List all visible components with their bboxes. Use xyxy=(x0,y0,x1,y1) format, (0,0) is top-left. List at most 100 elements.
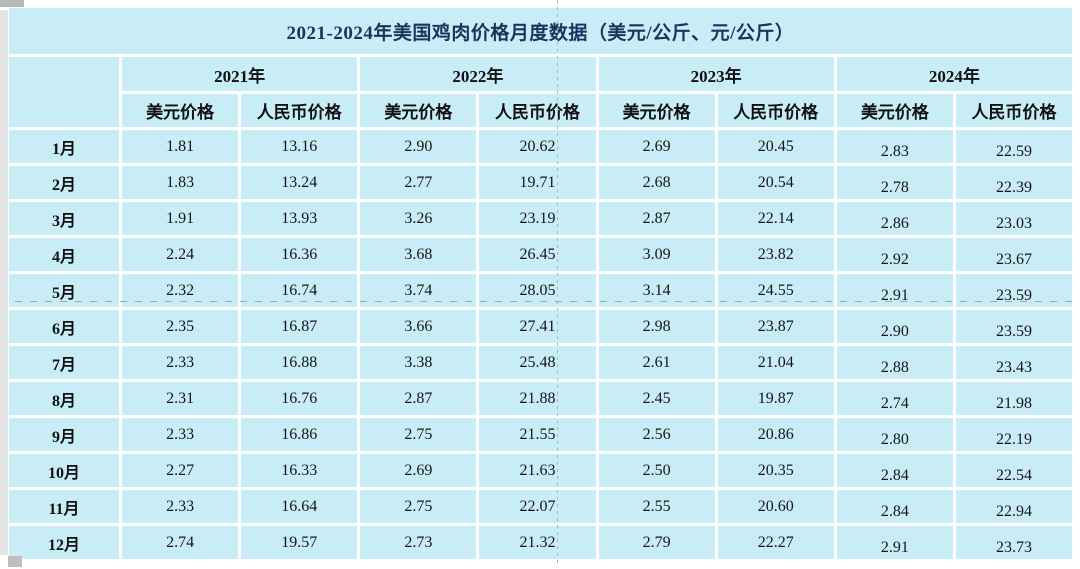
price-cell-rmb-2023[interactable]: 20.45 xyxy=(717,130,834,163)
price-cell-usd-2023[interactable]: 2.87 xyxy=(598,202,715,235)
price-cell-rmb-2022[interactable]: 27.41 xyxy=(479,310,596,343)
price-cell-usd-2021[interactable]: 2.33 xyxy=(122,490,239,523)
price-cell-rmb-2024[interactable]: 23.03 xyxy=(955,202,1072,235)
price-cell-usd-2021[interactable]: 2.74 xyxy=(122,526,239,559)
price-cell-usd-2021[interactable]: 2.31 xyxy=(122,382,239,415)
month-label[interactable]: 4月 xyxy=(9,238,119,271)
price-cell-rmb-2022[interactable]: 26.45 xyxy=(479,238,596,271)
price-cell-rmb-2023[interactable]: 20.86 xyxy=(717,418,834,451)
price-cell-usd-2024[interactable]: 2.84 xyxy=(836,490,953,523)
price-cell-usd-2021[interactable]: 2.27 xyxy=(122,454,239,487)
price-cell-usd-2021[interactable]: 2.33 xyxy=(122,346,239,379)
price-cell-usd-2021[interactable]: 1.91 xyxy=(122,202,239,235)
price-cell-usd-2022[interactable]: 2.75 xyxy=(360,490,477,523)
sub-header-usd-2022[interactable]: 美元价格 xyxy=(360,94,477,127)
price-cell-rmb-2023[interactable]: 19.87 xyxy=(717,382,834,415)
price-cell-usd-2023[interactable]: 2.79 xyxy=(598,526,715,559)
price-cell-rmb-2022[interactable]: 25.48 xyxy=(479,346,596,379)
price-cell-rmb-2022[interactable]: 21.32 xyxy=(479,526,596,559)
price-cell-rmb-2022[interactable]: 22.07 xyxy=(479,490,596,523)
price-cell-rmb-2022[interactable]: 23.19 xyxy=(479,202,596,235)
price-cell-usd-2023[interactable]: 2.55 xyxy=(598,490,715,523)
price-cell-usd-2023[interactable]: 2.56 xyxy=(598,418,715,451)
month-label[interactable]: 7月 xyxy=(9,346,119,379)
price-cell-usd-2022[interactable]: 2.87 xyxy=(360,382,477,415)
sub-header-rmb-2023[interactable]: 人民币价格 xyxy=(717,94,834,127)
price-cell-usd-2024[interactable]: 2.88 xyxy=(836,346,953,379)
price-cell-rmb-2021[interactable]: 16.76 xyxy=(241,382,358,415)
price-cell-usd-2024[interactable]: 2.91 xyxy=(836,526,953,559)
year-header-2021[interactable]: 2021年 xyxy=(122,57,358,91)
price-cell-usd-2023[interactable]: 3.09 xyxy=(598,238,715,271)
price-cell-rmb-2021[interactable]: 16.33 xyxy=(241,454,358,487)
price-cell-usd-2023[interactable]: 2.50 xyxy=(598,454,715,487)
month-label[interactable]: 5月 xyxy=(9,274,119,307)
price-cell-rmb-2024[interactable]: 21.98 xyxy=(955,382,1072,415)
price-cell-rmb-2023[interactable]: 23.82 xyxy=(717,238,834,271)
price-cell-usd-2023[interactable]: 2.68 xyxy=(598,166,715,199)
price-cell-rmb-2023[interactable]: 22.27 xyxy=(717,526,834,559)
price-cell-usd-2022[interactable]: 2.90 xyxy=(360,130,477,163)
price-cell-rmb-2023[interactable]: 24.55 xyxy=(717,274,834,307)
price-cell-usd-2022[interactable]: 2.77 xyxy=(360,166,477,199)
price-cell-usd-2024[interactable]: 2.90 xyxy=(836,310,953,343)
sub-header-usd-2023[interactable]: 美元价格 xyxy=(598,94,715,127)
price-cell-usd-2024[interactable]: 2.91 xyxy=(836,274,953,307)
price-cell-usd-2021[interactable]: 1.83 xyxy=(122,166,239,199)
price-cell-rmb-2021[interactable]: 19.57 xyxy=(241,526,358,559)
year-header-2024[interactable]: 2024年 xyxy=(836,57,1072,91)
price-cell-rmb-2021[interactable]: 16.74 xyxy=(241,274,358,307)
price-cell-rmb-2024[interactable]: 23.59 xyxy=(955,310,1072,343)
price-cell-usd-2022[interactable]: 3.74 xyxy=(360,274,477,307)
price-cell-usd-2024[interactable]: 2.84 xyxy=(836,454,953,487)
price-cell-usd-2023[interactable]: 2.69 xyxy=(598,130,715,163)
month-label[interactable]: 6月 xyxy=(9,310,119,343)
sub-header-usd-2021[interactable]: 美元价格 xyxy=(122,94,239,127)
price-cell-usd-2022[interactable]: 2.73 xyxy=(360,526,477,559)
price-cell-rmb-2023[interactable]: 21.04 xyxy=(717,346,834,379)
price-cell-rmb-2022[interactable]: 19.71 xyxy=(479,166,596,199)
price-cell-usd-2024[interactable]: 2.83 xyxy=(836,130,953,163)
price-cell-usd-2024[interactable]: 2.80 xyxy=(836,418,953,451)
price-cell-usd-2021[interactable]: 2.33 xyxy=(122,418,239,451)
price-cell-rmb-2023[interactable]: 20.60 xyxy=(717,490,834,523)
price-cell-usd-2023[interactable]: 2.61 xyxy=(598,346,715,379)
price-cell-usd-2024[interactable]: 2.78 xyxy=(836,166,953,199)
price-cell-usd-2022[interactable]: 3.66 xyxy=(360,310,477,343)
price-cell-usd-2023[interactable]: 3.14 xyxy=(598,274,715,307)
price-cell-usd-2024[interactable]: 2.92 xyxy=(836,238,953,271)
price-cell-usd-2023[interactable]: 2.45 xyxy=(598,382,715,415)
price-cell-rmb-2022[interactable]: 20.62 xyxy=(479,130,596,163)
price-cell-rmb-2023[interactable]: 23.87 xyxy=(717,310,834,343)
price-cell-usd-2022[interactable]: 2.75 xyxy=(360,418,477,451)
month-label[interactable]: 2月 xyxy=(9,166,119,199)
price-cell-rmb-2024[interactable]: 23.73 xyxy=(955,526,1072,559)
month-label[interactable]: 12月 xyxy=(9,526,119,559)
price-cell-usd-2021[interactable]: 1.81 xyxy=(122,130,239,163)
price-cell-rmb-2022[interactable]: 28.05 xyxy=(479,274,596,307)
price-cell-usd-2022[interactable]: 3.68 xyxy=(360,238,477,271)
month-label[interactable]: 8月 xyxy=(9,382,119,415)
price-cell-rmb-2021[interactable]: 16.88 xyxy=(241,346,358,379)
price-cell-rmb-2022[interactable]: 21.63 xyxy=(479,454,596,487)
price-cell-rmb-2023[interactable]: 22.14 xyxy=(717,202,834,235)
price-cell-rmb-2021[interactable]: 13.16 xyxy=(241,130,358,163)
month-label[interactable]: 9月 xyxy=(9,418,119,451)
price-cell-usd-2023[interactable]: 2.98 xyxy=(598,310,715,343)
price-cell-rmb-2022[interactable]: 21.88 xyxy=(479,382,596,415)
price-cell-rmb-2023[interactable]: 20.35 xyxy=(717,454,834,487)
price-cell-rmb-2024[interactable]: 23.43 xyxy=(955,346,1072,379)
price-cell-usd-2021[interactable]: 2.24 xyxy=(122,238,239,271)
price-cell-usd-2024[interactable]: 2.74 xyxy=(836,382,953,415)
price-cell-usd-2021[interactable]: 2.35 xyxy=(122,310,239,343)
price-cell-rmb-2024[interactable]: 22.94 xyxy=(955,490,1072,523)
price-cell-rmb-2021[interactable]: 13.93 xyxy=(241,202,358,235)
price-cell-rmb-2024[interactable]: 22.19 xyxy=(955,418,1072,451)
price-cell-usd-2022[interactable]: 3.38 xyxy=(360,346,477,379)
price-cell-rmb-2024[interactable]: 23.59 xyxy=(955,274,1072,307)
price-cell-rmb-2024[interactable]: 22.59 xyxy=(955,130,1072,163)
price-cell-rmb-2021[interactable]: 16.86 xyxy=(241,418,358,451)
price-cell-rmb-2024[interactable]: 22.39 xyxy=(955,166,1072,199)
month-label[interactable]: 1月 xyxy=(9,130,119,163)
sub-header-usd-2024[interactable]: 美元价格 xyxy=(836,94,953,127)
